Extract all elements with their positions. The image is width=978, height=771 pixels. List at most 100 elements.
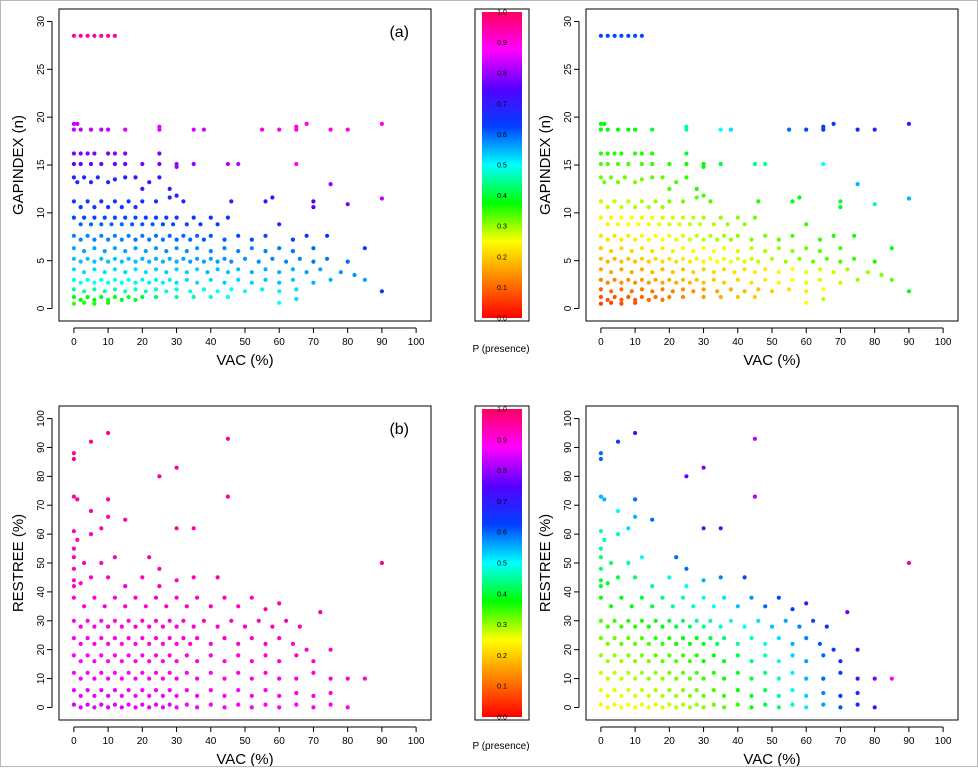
- y-tick-label: 25: [563, 63, 574, 75]
- data-point: [160, 705, 165, 710]
- x-tick-label: 100: [408, 337, 425, 348]
- data-point: [605, 205, 610, 210]
- data-point: [95, 175, 100, 180]
- data-point: [667, 222, 672, 227]
- data-point: [345, 259, 350, 264]
- data-point: [92, 624, 97, 629]
- data-point: [106, 624, 111, 629]
- data-point: [615, 575, 621, 580]
- y-tick-label: 90: [563, 441, 574, 453]
- data-point: [160, 222, 165, 227]
- data-point: [598, 566, 604, 571]
- data-point: [711, 702, 716, 707]
- data-point: [639, 595, 645, 600]
- y-tick-label: 60: [36, 528, 47, 540]
- data-point: [633, 151, 638, 156]
- data-point: [112, 653, 117, 658]
- data-point: [92, 215, 97, 220]
- data-point: [229, 199, 234, 204]
- data-point: [174, 693, 179, 699]
- data-point: [174, 246, 179, 251]
- y-tick-label: 80: [563, 470, 574, 482]
- data-point: [71, 546, 76, 551]
- data-point: [790, 702, 795, 707]
- data-point: [718, 575, 723, 580]
- data-point: [174, 526, 179, 531]
- data-point: [639, 256, 645, 261]
- data-point: [71, 151, 76, 156]
- data-point: [71, 121, 76, 126]
- data-point: [174, 624, 179, 629]
- data-point: [872, 676, 877, 681]
- data-point: [605, 33, 610, 38]
- data-point: [92, 267, 97, 272]
- data-point: [191, 575, 196, 580]
- data-point: [184, 702, 189, 707]
- data-point: [85, 151, 90, 156]
- data-point: [106, 659, 111, 664]
- data-point: [650, 175, 655, 180]
- data-point: [615, 439, 621, 444]
- y-axis-label: GAPINDEX (n): [537, 115, 554, 215]
- data-point: [605, 151, 610, 156]
- data-point: [674, 676, 679, 681]
- data-point: [123, 584, 128, 589]
- data-point: [701, 526, 706, 531]
- data-point: [236, 688, 241, 693]
- data-point: [660, 595, 665, 600]
- data-point: [260, 287, 265, 292]
- data-point: [684, 127, 689, 132]
- data-point: [277, 246, 282, 251]
- y-tick-label: 40: [36, 586, 47, 598]
- data-point: [71, 256, 76, 261]
- data-point: [701, 246, 706, 251]
- data-point: [119, 297, 124, 302]
- data-point: [598, 127, 604, 132]
- data-point: [598, 233, 604, 238]
- colorbar-tick-label: 0.2: [497, 254, 507, 261]
- data-point: [698, 222, 703, 227]
- data-point: [605, 624, 610, 629]
- data-point: [763, 641, 768, 647]
- data-point: [153, 246, 159, 251]
- data-point: [687, 705, 693, 710]
- y-tick-label: 15: [563, 159, 574, 171]
- data-point: [804, 289, 809, 294]
- data-point: [626, 560, 631, 566]
- data-point: [622, 175, 627, 180]
- data-point: [126, 636, 131, 641]
- data-point: [140, 256, 145, 261]
- data-point: [88, 575, 94, 580]
- data-point: [277, 300, 282, 305]
- data-point: [680, 595, 686, 600]
- data-point: [763, 688, 768, 693]
- data-point: [633, 297, 638, 302]
- data-point: [722, 676, 727, 681]
- data-point: [71, 702, 76, 707]
- data-point: [626, 277, 631, 282]
- data-point: [797, 256, 802, 261]
- data-point: [201, 287, 206, 292]
- data-point: [742, 575, 747, 580]
- data-point: [598, 555, 604, 560]
- data-point: [294, 124, 299, 129]
- data-point: [626, 33, 631, 38]
- data-point: [92, 237, 97, 242]
- data-point: [119, 237, 124, 242]
- data-point: [763, 604, 768, 609]
- data-point: [112, 151, 117, 156]
- data-point: [147, 280, 152, 285]
- data-point: [598, 595, 604, 600]
- data-point: [92, 287, 97, 292]
- data-point: [646, 237, 651, 242]
- data-point: [215, 267, 220, 272]
- data-point: [140, 575, 145, 580]
- data-point: [804, 300, 809, 305]
- data-point: [660, 297, 665, 302]
- data-point: [602, 497, 607, 502]
- data-point: [629, 270, 634, 275]
- data-point: [181, 618, 186, 623]
- data-point: [215, 259, 220, 264]
- data-point: [99, 222, 104, 227]
- y-tick-label: 70: [36, 499, 47, 511]
